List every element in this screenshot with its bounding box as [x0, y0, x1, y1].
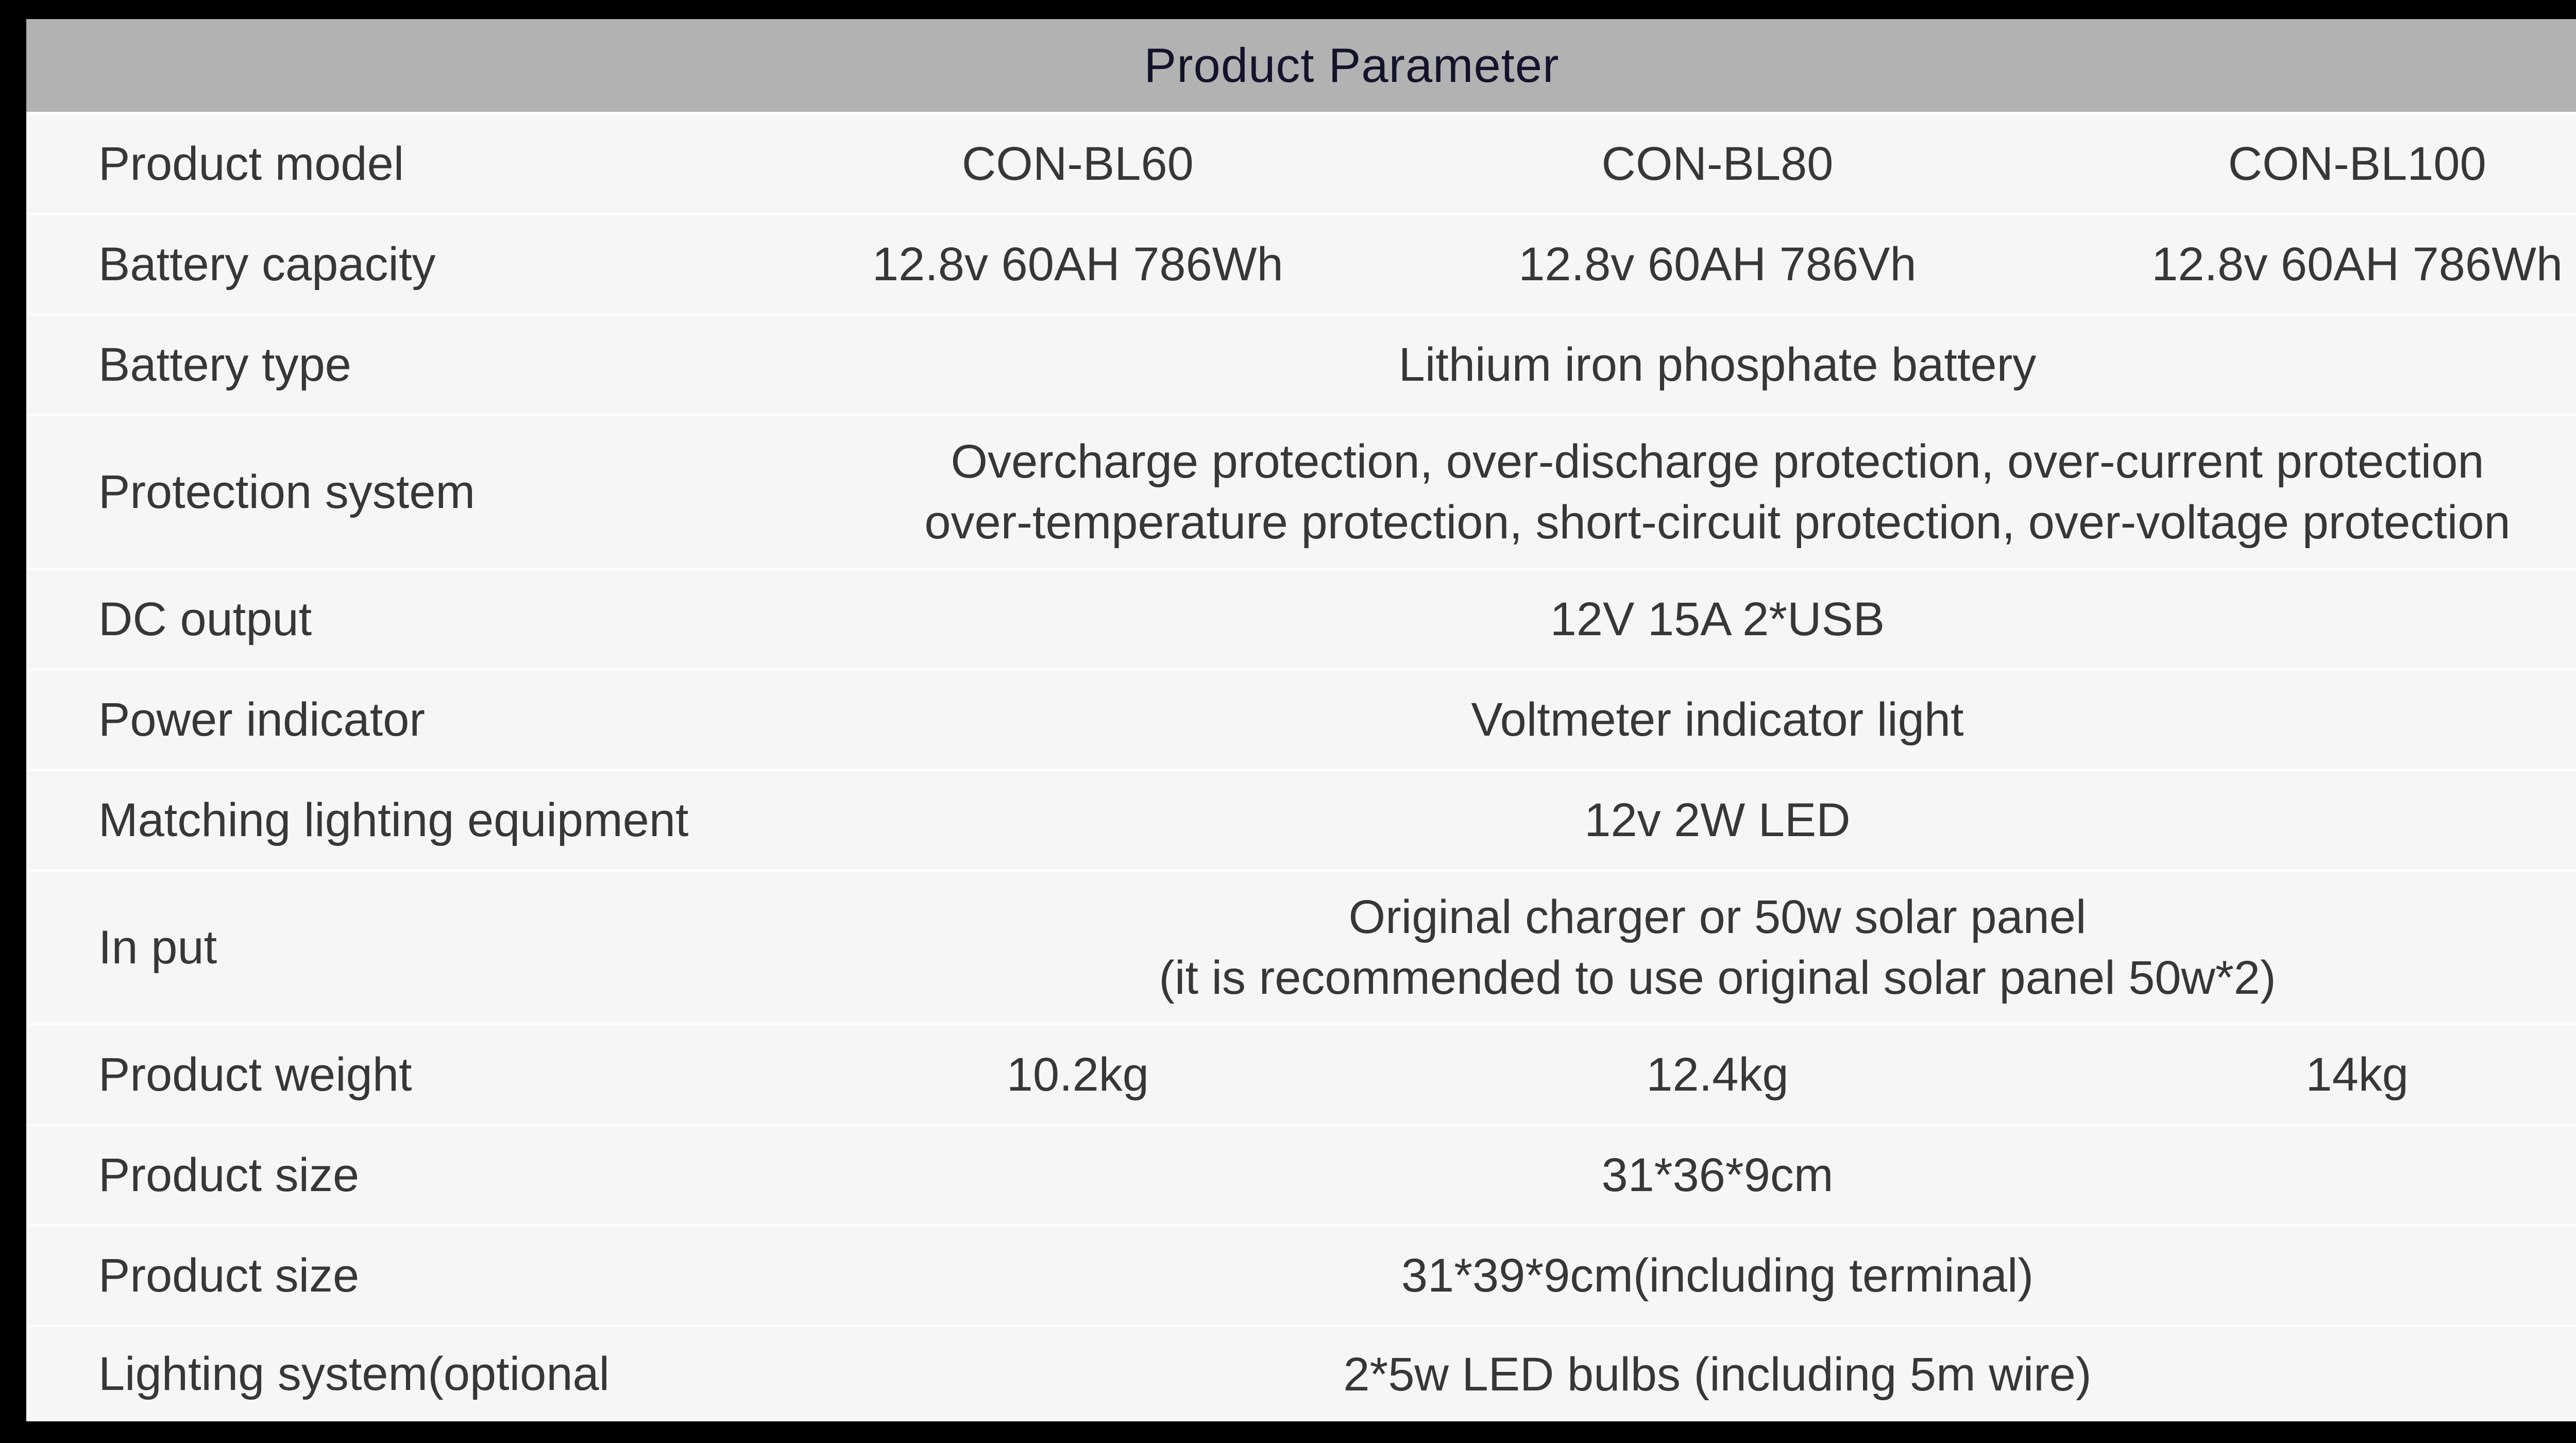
cell-line: over-temperature protection, short-circu…: [924, 496, 2511, 549]
cell-line: 31*36*9cm: [1601, 1149, 1834, 1201]
cell-line: Voltmeter indicator light: [1471, 693, 1964, 746]
cell-value: CON-BL80: [1601, 137, 1834, 190]
row-label: Power indicator: [98, 693, 426, 746]
row-label: Battery capacity: [98, 237, 436, 291]
cell-span-value: Lithium iron phosphate battery: [758, 316, 2576, 414]
cell-line: (it is recommended to use original solar…: [1159, 952, 2276, 1004]
cell-value: 12.8v 60AH 786Wh: [2151, 237, 2563, 291]
table-row: Product model CON-BL60 CON-BL80 CON-BL100: [26, 115, 2576, 213]
cell-line: Original charger or 50w solar panel: [1348, 891, 2087, 943]
row-label: Product size: [98, 1148, 360, 1201]
table-body: Product model CON-BL60 CON-BL80 CON-BL100 Ba…: [26, 115, 2576, 1421]
cell-value: CON-BL60: [961, 137, 1194, 190]
cell-span-value: 31*39*9cm(including terminal): [758, 1227, 2576, 1325]
cell-line: Overcharge protection, over-discharge pr…: [951, 435, 2484, 488]
cell-span-value: 12V 15A 2*USB: [758, 570, 2576, 668]
page-title: Product Parameter: [1144, 38, 1560, 92]
cell-value: 12.4kg: [1646, 1048, 1789, 1101]
row-label: In put: [98, 921, 217, 974]
cell-value: 12.8v 60AH 786Vh: [1518, 237, 1917, 291]
row-values: CON-BL60 CON-BL80 CON-BL100: [758, 115, 2576, 213]
row-label: Product model: [98, 137, 404, 190]
row-values: 12.8v 60AH 786Wh 12.8v 60AH 786Vh 12.8v 60…: [758, 215, 2576, 313]
cell-span-value: 31*36*9cm: [758, 1126, 2576, 1224]
table-row: Product size 31*36*9cm: [26, 1126, 2576, 1224]
cell-line: 2*5w LED bulbs (including 5m wire): [1343, 1348, 2092, 1401]
row-label: DC output: [98, 592, 312, 646]
cell-value: 14kg: [2306, 1048, 2409, 1101]
cell-span-value: Original charger or 50w solar panel (it i…: [758, 872, 2576, 1023]
table-header: Product Parameter: [26, 19, 2576, 112]
cell-value: 12.8v 60AH 786Wh: [872, 237, 1283, 291]
cell-span-value: 2*5w LED bulbs (including 5m wire): [758, 1327, 2576, 1421]
row-label: Product weight: [98, 1048, 412, 1101]
row-values: 10.2kg 12.4kg 14kg: [758, 1026, 2576, 1124]
table-row: DC output 12V 15A 2*USB: [26, 570, 2576, 668]
table-row: In put Original charger or 50w solar pane…: [26, 872, 2576, 1023]
row-label: Lighting system(optional: [98, 1348, 610, 1400]
row-label: Product size: [98, 1249, 360, 1302]
cell-span-value: Voltmeter indicator light: [758, 671, 2576, 769]
table-row: Lighting system(optional 2*5w LED bulbs (…: [26, 1327, 2576, 1421]
table-row: Protection system Overcharge protection, …: [26, 416, 2576, 568]
table-row: Power indicator Voltmeter indicator light: [26, 671, 2576, 769]
table-row: Matching lighting equipment 12v 2W LED: [26, 771, 2576, 869]
cell-span-value: 12v 2W LED: [758, 771, 2576, 869]
cell-span-value: Overcharge protection, over-discharge pr…: [758, 416, 2576, 568]
row-label: Matching lighting equipment: [98, 793, 689, 846]
cell-line: 31*39*9cm(including terminal): [1401, 1249, 2034, 1302]
cell-line: Lithium iron phosphate battery: [1398, 338, 2037, 391]
table-row: Battery capacity 12.8v 60AH 786Wh 12.8v 60…: [26, 215, 2576, 313]
cell-line: 12V 15A 2*USB: [1550, 593, 1885, 646]
table-row: Battery type Lithium iron phosphate batte…: [26, 316, 2576, 414]
cell-value: 10.2kg: [1006, 1048, 1149, 1101]
row-label: Protection system: [98, 465, 476, 518]
row-label: Battery type: [98, 338, 351, 391]
spec-table: Product Parameter Product model CON-BL60 C…: [26, 19, 2576, 1421]
cell-value: CON-BL100: [2228, 137, 2486, 190]
cell-line: 12v 2W LED: [1584, 794, 1851, 846]
table-row: Product weight 10.2kg 12.4kg 14kg: [26, 1026, 2576, 1124]
table-row: Product size 31*39*9cm(including terminal…: [26, 1227, 2576, 1325]
